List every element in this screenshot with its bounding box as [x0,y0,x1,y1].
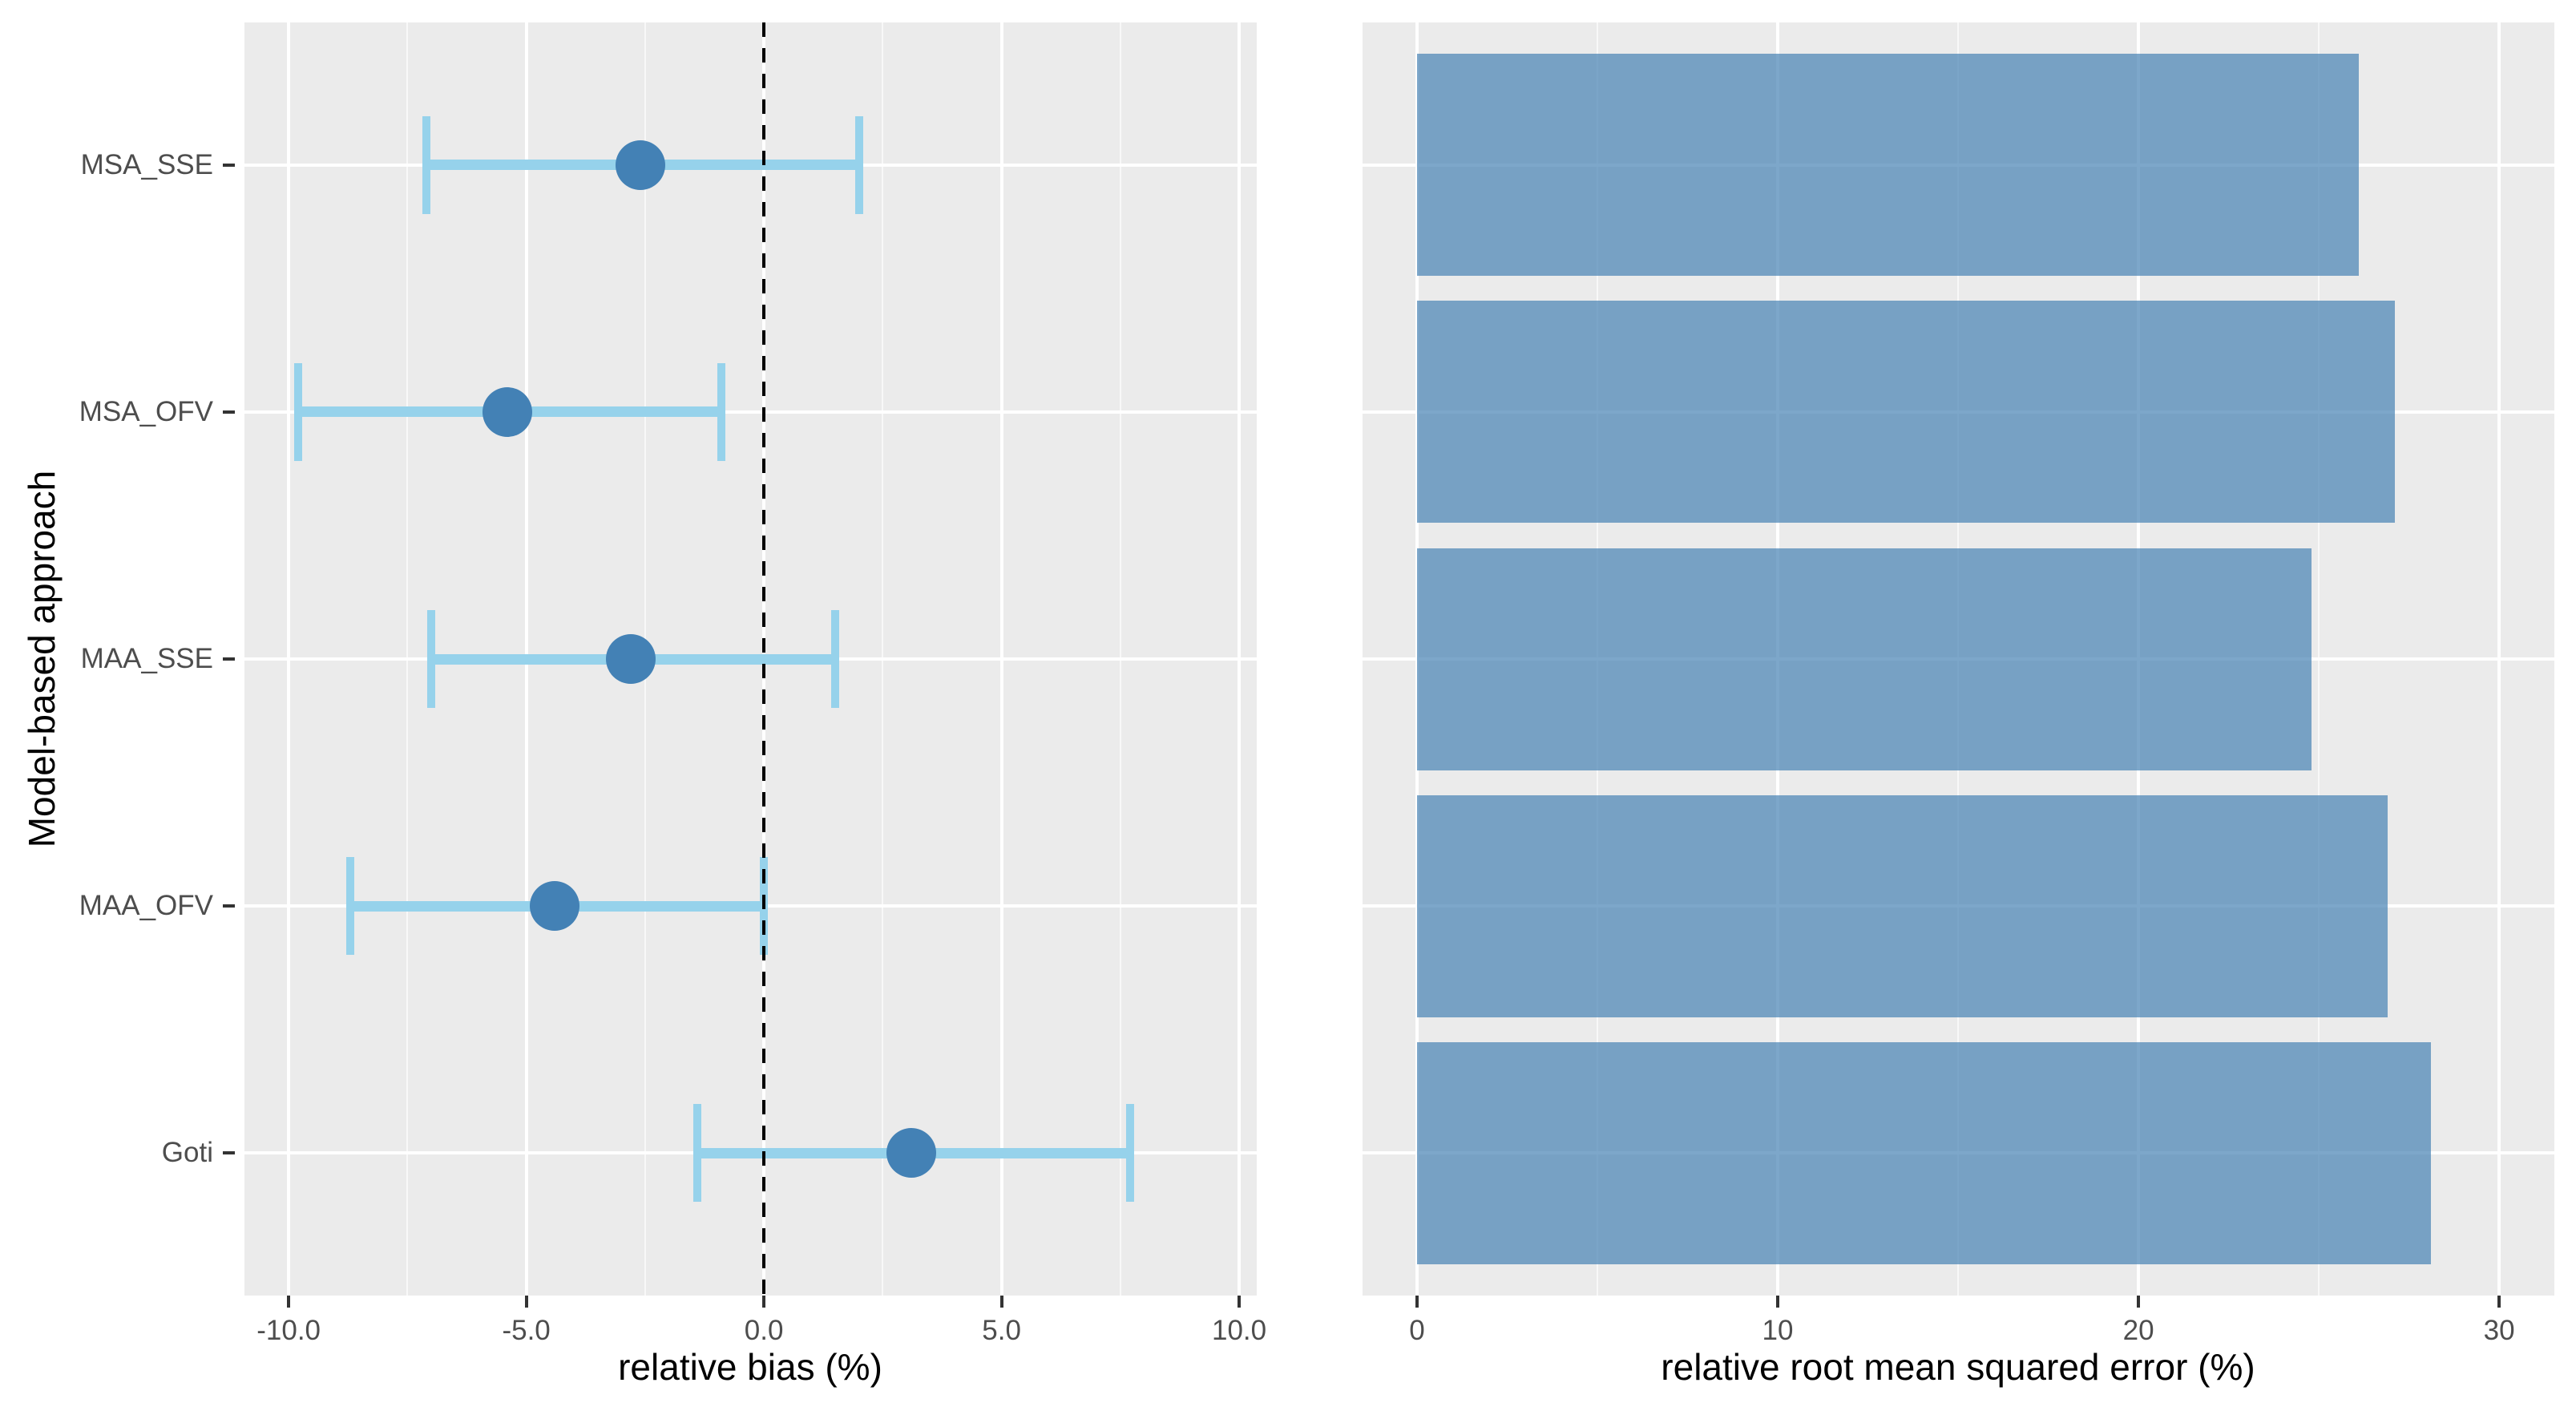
rrmse-bar [1416,301,2395,524]
x-tick-label: 10 [1762,1315,1794,1346]
error-bar-cap-high [717,362,725,461]
x-tick-mark [2137,1296,2141,1308]
x-tick-label: -5.0 [502,1315,551,1346]
y-tick-mark [223,904,235,908]
rrmse-bar [1416,548,2312,770]
x-tick-mark [2497,1296,2501,1308]
x-tick-mark [762,1296,766,1308]
bias-point [615,139,665,190]
y-tick-mark [223,410,235,414]
x-tick-mark [1238,1296,1242,1308]
right-panel-rrmse [1363,22,2554,1296]
x-tick-mark [1776,1296,1780,1308]
rrmse-bar [1416,54,2359,277]
x-axis-title-left: relative bias (%) [618,1346,882,1388]
x-tick-label: 10.0 [1211,1315,1267,1346]
rrmse-bar [1416,794,2388,1017]
x-tick-mark [287,1296,291,1308]
y-tick-mark [223,1151,235,1155]
error-bar-cap-high [854,115,863,214]
x-axis-title-right: relative root mean squared error (%) [1661,1346,2255,1388]
x-tick-label: 30 [2483,1315,2515,1346]
error-bar-cap-low [693,1104,702,1203]
y-tick-mark [223,163,235,167]
rrmse-bar [1416,1041,2431,1264]
error-bar-cap-high [1125,1104,1134,1203]
error-bar-cap-low [427,610,436,708]
y-tick-label: MAA_SSE [80,643,213,674]
error-bar-cap-high [831,610,840,708]
error-bar-cap-low [294,362,302,461]
x-tick-mark [1415,1296,1419,1308]
y-tick-label: MSA_SSE [80,148,213,180]
row-gridline [244,410,1257,414]
bias-point [482,386,532,437]
y-tick-label: MSA_OFV [79,395,213,427]
y-tick-label: Goti [161,1137,213,1169]
left-panel-relative-bias [244,22,1257,1296]
x-tick-label: 20 [2122,1315,2154,1346]
bias-point [606,634,656,684]
y-tick-mark [223,657,235,661]
x-tick-label: 0 [1409,1315,1425,1346]
bias-point [886,1128,936,1179]
zero-reference-line [762,22,766,1296]
x-tick-label: 0.0 [744,1315,784,1346]
y-tick-label: MAA_OFV [79,890,213,922]
x-tick-label: 5.0 [982,1315,1021,1346]
x-tick-mark [999,1296,1003,1308]
x-tick-label: -10.0 [256,1315,321,1346]
x-tick-mark [524,1296,528,1308]
bias-point [530,881,580,932]
error-bar-cap-low [346,857,355,956]
error-bar-cap-low [422,115,431,214]
